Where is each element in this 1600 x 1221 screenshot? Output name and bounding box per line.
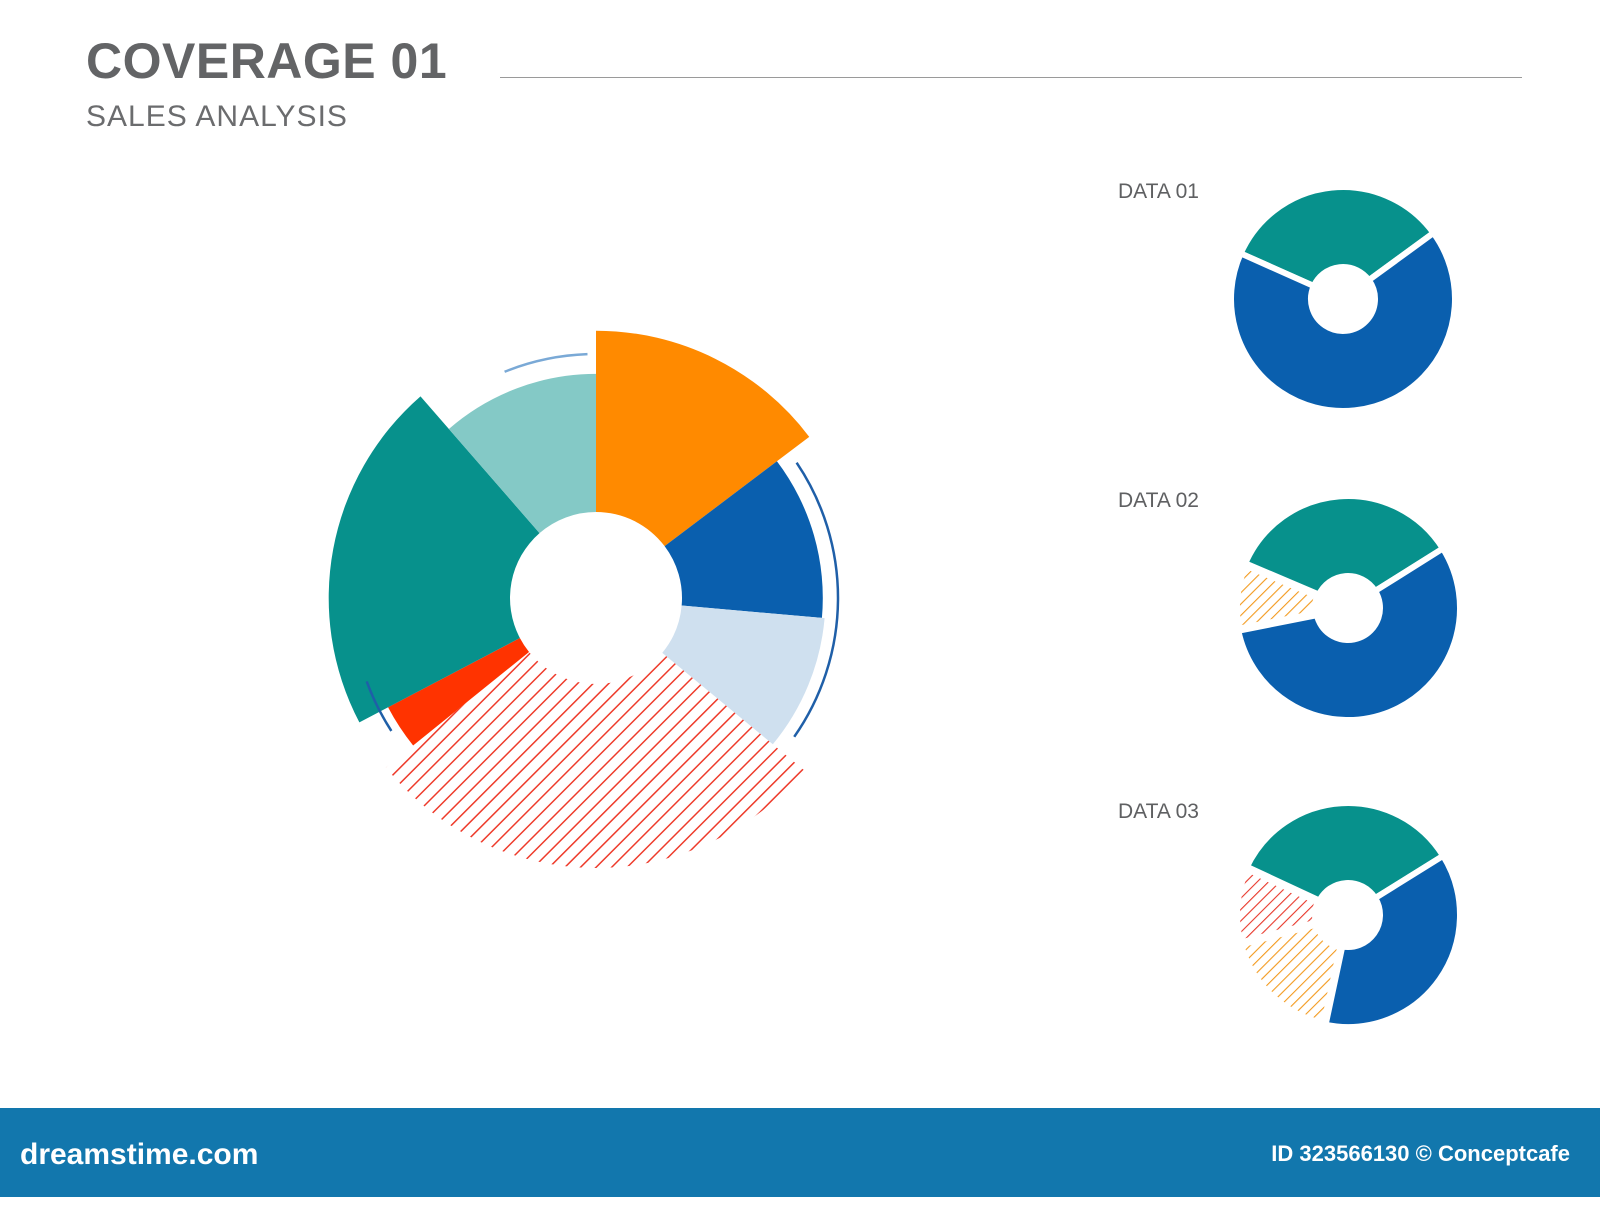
accent-arc (793, 461, 840, 738)
page-title: COVERAGE 01 (86, 33, 448, 89)
donut-label-data-03: DATA 03 (1118, 800, 1199, 823)
segment-teal (1242, 800, 1448, 906)
segment-orange (596, 330, 810, 547)
segment-dark-blue (1228, 228, 1458, 414)
segment-dark-blue (1234, 544, 1463, 723)
donut-data-02 (1232, 492, 1463, 723)
segment-light-blue (662, 605, 825, 745)
donut-label-data-02: DATA 02 (1118, 489, 1199, 512)
outer-accent-arcs (365, 352, 840, 738)
segment-red (388, 638, 530, 746)
segment-dark-blue (664, 461, 823, 618)
donut-data-01 (1228, 184, 1458, 414)
accent-arc (504, 352, 588, 373)
donut-label-data-01: DATA 01 (1118, 180, 1199, 203)
donut-data-03 (1232, 800, 1463, 1030)
segment-teal (328, 396, 540, 723)
segment-hatch-red (385, 651, 805, 868)
segment-teal (1236, 184, 1438, 290)
page-subtitle: SALES ANALYSIS (86, 100, 348, 133)
main-polar-chart (328, 330, 825, 868)
accent-arc (365, 681, 393, 732)
segment-hatch-orange (1232, 558, 1324, 635)
footer-banner: dreamstime.com ID 323566130 © Conceptcaf… (0, 1108, 1600, 1197)
footer-logo[interactable]: dreamstime.com (20, 1138, 259, 1171)
title-divider (500, 77, 1522, 78)
segment-dark-blue (1321, 851, 1463, 1030)
footer-credit: ID 323566130 © Conceptcafe (1271, 1141, 1570, 1166)
segment-hatch-orange (1234, 918, 1347, 1030)
segment-hatch-red (1232, 862, 1325, 949)
charts-canvas (328, 184, 1463, 1030)
segment-teal (1240, 492, 1448, 600)
segment-light-teal (448, 373, 596, 534)
